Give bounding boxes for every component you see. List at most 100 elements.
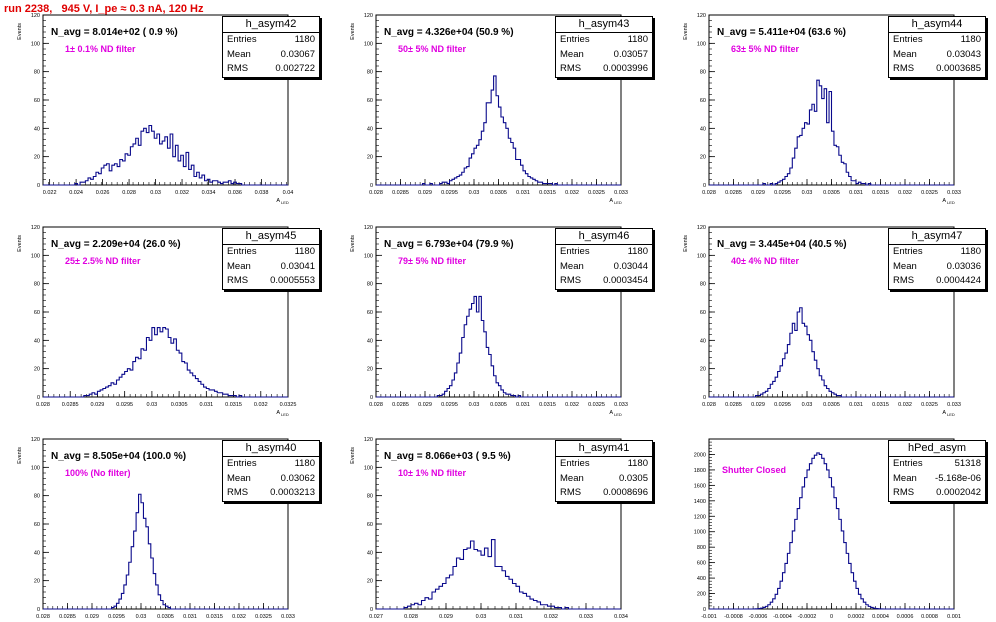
x-tick-label: 0.0315 bbox=[225, 402, 242, 408]
y-axis-title: Events bbox=[17, 235, 23, 252]
y-tick-label: 100 bbox=[31, 41, 40, 47]
stats-name: h_asym47 bbox=[889, 229, 985, 245]
x-tick-label: 0.0325 bbox=[255, 614, 272, 620]
x-axis-subscript: LED bbox=[281, 412, 289, 417]
x-tick-label: 0.0305 bbox=[171, 402, 188, 408]
stats-value: 0.0008696 bbox=[603, 487, 648, 498]
y-tick-label: 20 bbox=[34, 155, 40, 161]
x-axis-title: A bbox=[609, 410, 613, 416]
stats-row-rms: RMS 0.0005553 bbox=[223, 274, 319, 289]
stats-key: Mean bbox=[227, 260, 251, 272]
navg-label: N_avg = 8.505e+04 (100.0 %) bbox=[49, 451, 189, 462]
filter-label: 10± 1% ND filter bbox=[398, 468, 466, 478]
y-tick-label: 100 bbox=[364, 41, 373, 47]
y-tick-label: 120 bbox=[697, 225, 706, 231]
y-axis-title: Events bbox=[350, 447, 356, 464]
x-tick-label: 0.024 bbox=[69, 190, 83, 196]
y-tick-label: 100 bbox=[364, 253, 373, 259]
x-tick-label: 0.032 bbox=[898, 190, 912, 196]
stats-row-mean: Mean 0.0305 bbox=[556, 472, 652, 487]
y-tick-label: 80 bbox=[700, 282, 706, 288]
stats-value: 0.0004424 bbox=[936, 275, 981, 286]
stats-key: Entries bbox=[227, 34, 257, 45]
x-axis-subscript: LED bbox=[614, 412, 622, 417]
stats-value: 0.0003996 bbox=[603, 63, 648, 74]
stats-value: 1180 bbox=[960, 34, 981, 45]
y-tick-label: 20 bbox=[700, 367, 706, 373]
x-tick-label: 0.028 bbox=[702, 402, 716, 408]
x-tick-label: 0.031 bbox=[509, 614, 523, 620]
y-tick-label: 120 bbox=[364, 225, 373, 231]
x-tick-label: 0.0325 bbox=[588, 190, 605, 196]
stats-key: Entries bbox=[560, 458, 590, 469]
stats-key: Entries bbox=[893, 458, 923, 469]
x-tick-label: 0.0325 bbox=[588, 402, 605, 408]
x-tick-label: 0.029 bbox=[418, 402, 432, 408]
x-tick-label: -0.001 bbox=[701, 614, 717, 620]
x-axis-subscript: LED bbox=[614, 200, 622, 205]
histogram-line bbox=[376, 75, 621, 186]
stats-row-rms: RMS 0.0004424 bbox=[889, 274, 985, 289]
x-tick-label: 0.032 bbox=[544, 614, 558, 620]
x-tick-label: 0.0305 bbox=[490, 190, 507, 196]
x-tick-label: 0.032 bbox=[565, 190, 579, 196]
navg-label: N_avg = 2.209e+04 (26.0 %) bbox=[49, 239, 183, 250]
y-tick-label: 40 bbox=[34, 338, 40, 344]
stats-key: RMS bbox=[893, 275, 915, 286]
stats-row-rms: RMS 0.002722 bbox=[223, 62, 319, 77]
y-tick-label: 40 bbox=[367, 550, 373, 556]
stats-box: h_asym47 Entries 1180 Mean 0.03036 RMS 0.00044… bbox=[888, 228, 986, 290]
x-tick-label: 0.033 bbox=[947, 190, 961, 196]
histogram-line bbox=[43, 124, 288, 186]
y-tick-label: 1200 bbox=[694, 514, 706, 520]
y-tick-label: 60 bbox=[700, 98, 706, 104]
stats-box: h_asym41 Entries 1180 Mean 0.0305 RMS 0.000869… bbox=[555, 440, 653, 502]
x-tick-label: 0 bbox=[830, 614, 833, 620]
stats-value: 1180 bbox=[627, 458, 648, 469]
x-tick-label: 0.032 bbox=[175, 190, 189, 196]
stats-key: RMS bbox=[893, 63, 915, 74]
x-tick-label: 0.029 bbox=[85, 614, 99, 620]
y-tick-label: 600 bbox=[697, 561, 706, 567]
y-tick-label: 0 bbox=[37, 607, 40, 613]
stats-row-rms: RMS 0.0003213 bbox=[223, 486, 319, 501]
y-tick-label: 120 bbox=[364, 437, 373, 443]
stats-row-rms: RMS 0.0003996 bbox=[556, 62, 652, 77]
stats-row-mean: Mean 0.03044 bbox=[556, 260, 652, 275]
stats-key: Mean bbox=[893, 48, 917, 60]
y-tick-label: 0 bbox=[703, 607, 706, 613]
y-tick-label: 2000 bbox=[694, 452, 706, 458]
x-tick-label: 0.0295 bbox=[441, 190, 458, 196]
stats-box: h_asym42 Entries 1180 Mean 0.03067 RMS 0.00272… bbox=[222, 16, 320, 78]
y-tick-label: 80 bbox=[700, 70, 706, 76]
filter-label: 50± 5% ND filter bbox=[398, 44, 466, 54]
x-tick-label: 0.028 bbox=[369, 190, 383, 196]
y-tick-label: 800 bbox=[697, 545, 706, 551]
x-axis-title: A bbox=[942, 198, 946, 204]
y-tick-label: 0 bbox=[37, 395, 40, 401]
y-tick-label: 80 bbox=[34, 282, 40, 288]
x-tick-label: 0.026 bbox=[96, 190, 110, 196]
x-tick-label: 0.038 bbox=[255, 190, 269, 196]
y-axis-title: Events bbox=[17, 23, 23, 40]
y-tick-label: 80 bbox=[367, 70, 373, 76]
stats-name: h_asym45 bbox=[223, 229, 319, 245]
x-axis-title: A bbox=[276, 410, 280, 416]
stats-name: h_asym41 bbox=[556, 441, 652, 457]
stats-value: 0.03041 bbox=[280, 260, 315, 272]
x-axis-subscript: LED bbox=[281, 200, 289, 205]
x-axis-title: A bbox=[276, 198, 280, 204]
stats-row-entries: Entries 1180 bbox=[889, 33, 985, 48]
y-tick-label: 0 bbox=[370, 395, 373, 401]
stats-value: 1180 bbox=[294, 458, 315, 469]
y-tick-label: 120 bbox=[697, 13, 706, 19]
stats-key: Entries bbox=[560, 246, 590, 257]
y-tick-label: 120 bbox=[31, 437, 40, 443]
filter-label: 25± 2.5% ND filter bbox=[65, 256, 141, 266]
y-axis-title: Events bbox=[350, 235, 356, 252]
x-tick-label: 0.032 bbox=[232, 614, 246, 620]
stats-row-entries: Entries 51318 bbox=[889, 457, 985, 472]
x-tick-label: 0.0295 bbox=[441, 402, 458, 408]
